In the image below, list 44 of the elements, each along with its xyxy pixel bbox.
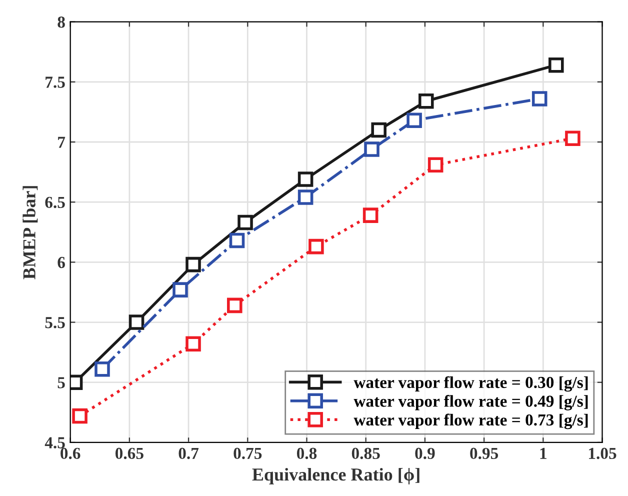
point xyxy=(128,314,144,330)
point xyxy=(418,94,434,109)
point xyxy=(186,256,201,272)
y-tick-label: 5.5 xyxy=(45,317,65,328)
y-tick-label: 4.5 xyxy=(44,437,65,448)
x-tick-label: 0.7 xyxy=(178,448,199,460)
point xyxy=(72,408,88,424)
y-tick-label: 6.5 xyxy=(45,196,65,208)
y-tick-label: 7 xyxy=(58,136,66,148)
point xyxy=(548,57,564,73)
x-axis-title: Equivalence Ratio [ϕ] xyxy=(252,468,420,484)
point xyxy=(186,336,201,352)
y-tick-label: 6 xyxy=(58,256,65,268)
point xyxy=(238,214,253,230)
x-tick-label: 0.65 xyxy=(115,448,144,460)
legend-label: water vapor flow rate = 0.73 [g/s] xyxy=(354,414,588,430)
x-tick-label: 1.05 xyxy=(589,448,616,460)
point xyxy=(362,208,378,223)
point xyxy=(94,361,110,377)
y-tick-label: 7.5 xyxy=(46,76,65,88)
point xyxy=(371,122,386,138)
point xyxy=(227,298,242,314)
x-tick-label: 0.75 xyxy=(234,448,262,460)
x-tick-label: 0.9 xyxy=(415,448,435,460)
point xyxy=(406,112,422,128)
point xyxy=(565,130,580,146)
point xyxy=(172,282,188,298)
y-axis-title: BMEP [bar] xyxy=(22,186,38,280)
point xyxy=(298,190,314,205)
x-tick-label: 0.6 xyxy=(60,448,80,460)
point xyxy=(308,238,324,254)
y-tick-label: 5 xyxy=(58,377,65,388)
legend-label: water vapor flow rate = 0.49 [g/s] xyxy=(354,394,588,410)
x-tick-label: 0.95 xyxy=(470,448,498,460)
point xyxy=(532,91,548,106)
point xyxy=(229,232,245,248)
x-tick-label: 0.8 xyxy=(296,448,317,460)
legend-label: water vapor flow rate = 0.30 [g/s] xyxy=(354,376,588,392)
x-tick-label: 1 xyxy=(540,448,546,459)
point xyxy=(298,172,314,187)
y-tick-label: 8 xyxy=(58,16,65,28)
point xyxy=(364,142,380,157)
point xyxy=(428,157,444,172)
x-tick-label: 0.85 xyxy=(352,448,380,460)
